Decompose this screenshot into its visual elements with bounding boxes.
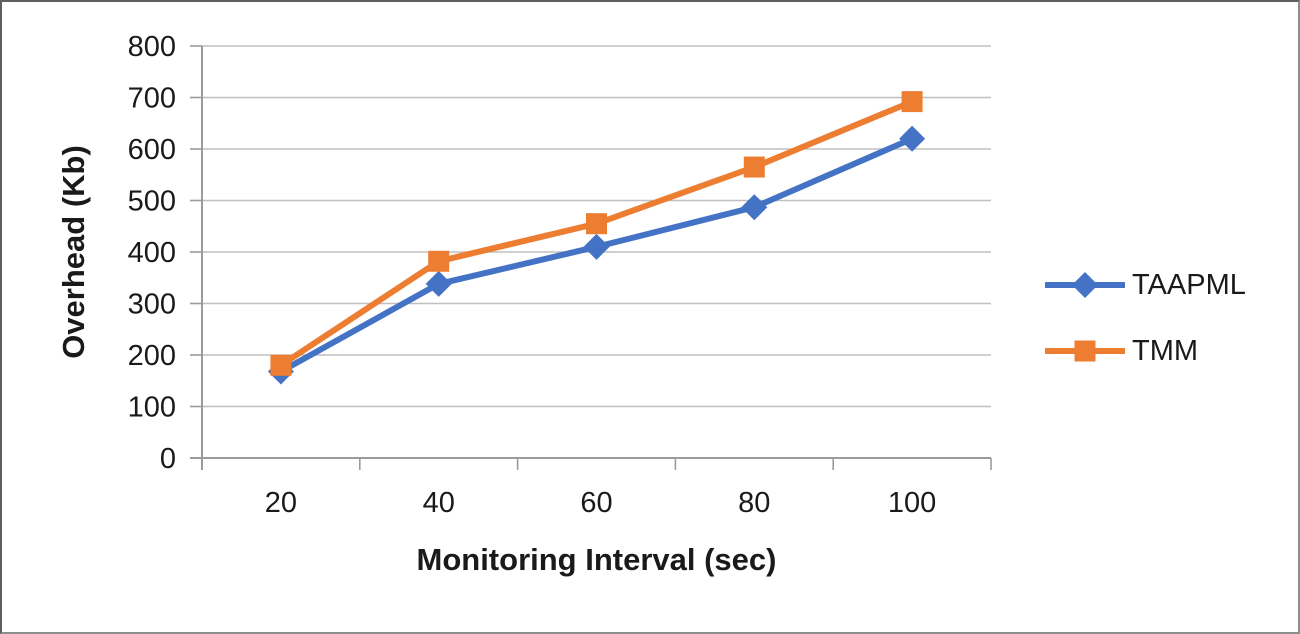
y-axis-title: Overhead (Kb) bbox=[56, 145, 91, 359]
legend-label: TAAPML bbox=[1132, 268, 1246, 301]
svg-text:0: 0 bbox=[160, 443, 176, 475]
taapml-line-diamond-icon bbox=[1045, 272, 1125, 298]
svg-text:40: 40 bbox=[423, 487, 455, 519]
svg-text:700: 700 bbox=[128, 83, 176, 115]
svg-text:60: 60 bbox=[580, 487, 612, 519]
svg-text:500: 500 bbox=[128, 186, 176, 218]
tmm-line-square-icon bbox=[1045, 340, 1125, 362]
svg-text:100: 100 bbox=[888, 487, 936, 519]
legend-item-taapml: TAAPML bbox=[1045, 261, 1246, 309]
svg-text:800: 800 bbox=[128, 31, 176, 63]
x-axis-title: Monitoring Interval (sec) bbox=[416, 542, 777, 577]
legend-item-tmm: TMM bbox=[1045, 327, 1246, 375]
legend-label: TMM bbox=[1132, 334, 1199, 367]
svg-text:80: 80 bbox=[738, 487, 770, 519]
svg-text:400: 400 bbox=[128, 237, 176, 269]
svg-text:100: 100 bbox=[128, 392, 176, 424]
chart-legend: TAAPML TMM bbox=[1045, 261, 1246, 393]
svg-text:200: 200 bbox=[128, 340, 176, 372]
svg-text:600: 600 bbox=[128, 134, 176, 166]
svg-text:20: 20 bbox=[265, 487, 297, 519]
svg-text:300: 300 bbox=[128, 289, 176, 321]
